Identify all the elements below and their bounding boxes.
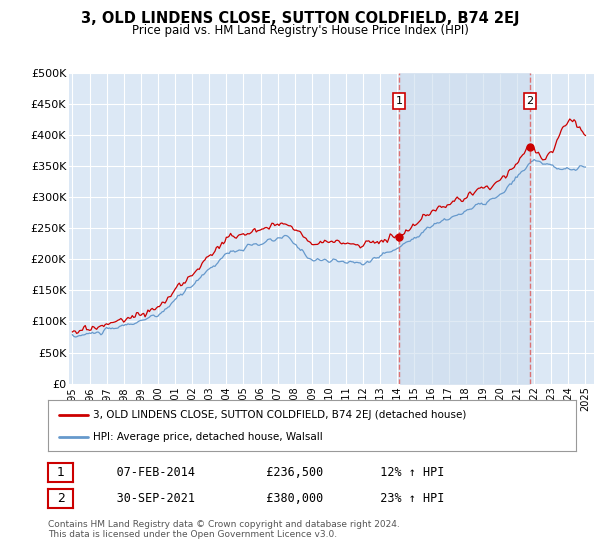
Text: Contains HM Land Registry data © Crown copyright and database right 2024.
This d: Contains HM Land Registry data © Crown c… (48, 520, 400, 539)
Text: 2: 2 (526, 96, 533, 106)
Text: 3, OLD LINDENS CLOSE, SUTTON COLDFIELD, B74 2EJ (detached house): 3, OLD LINDENS CLOSE, SUTTON COLDFIELD, … (93, 409, 466, 419)
Text: 07-FEB-2014          £236,500        12% ↑ HPI: 07-FEB-2014 £236,500 12% ↑ HPI (81, 466, 445, 479)
Text: HPI: Average price, detached house, Walsall: HPI: Average price, detached house, Wals… (93, 432, 323, 442)
Text: 30-SEP-2021          £380,000        23% ↑ HPI: 30-SEP-2021 £380,000 23% ↑ HPI (81, 492, 445, 505)
Text: 1: 1 (56, 466, 65, 479)
Text: 1: 1 (395, 96, 403, 106)
Text: Price paid vs. HM Land Registry's House Price Index (HPI): Price paid vs. HM Land Registry's House … (131, 24, 469, 36)
Text: 3, OLD LINDENS CLOSE, SUTTON COLDFIELD, B74 2EJ: 3, OLD LINDENS CLOSE, SUTTON COLDFIELD, … (81, 11, 519, 26)
Text: 2: 2 (56, 492, 65, 505)
